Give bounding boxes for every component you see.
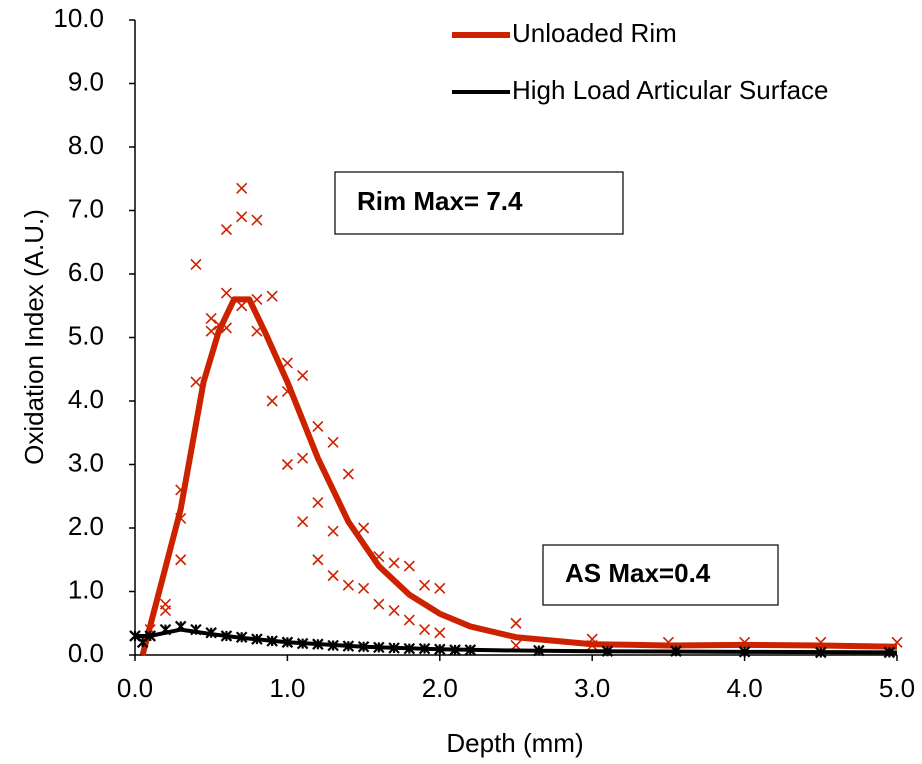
scatter-marker xyxy=(159,604,172,617)
x-tick-label: 5.0 xyxy=(879,673,915,703)
scatter-marker xyxy=(297,370,309,382)
y-tick-label: 4.0 xyxy=(68,384,104,414)
scatter-marker xyxy=(403,614,415,626)
scatter-marker xyxy=(236,211,248,223)
scatter-marker xyxy=(281,357,293,369)
x-tick-label: 2.0 xyxy=(422,673,458,703)
x-tick-label: 3.0 xyxy=(574,673,610,703)
scatter-marker xyxy=(236,300,248,312)
y-tick-label: 9.0 xyxy=(68,66,104,96)
scatter-marker xyxy=(434,582,446,594)
scatter-marker xyxy=(205,312,217,325)
scatter-marker xyxy=(327,570,339,582)
y-tick-label: 3.0 xyxy=(68,447,104,477)
scatter-marker xyxy=(327,525,339,537)
scatter-marker xyxy=(281,458,293,471)
series-line xyxy=(139,296,898,656)
scatter-marker xyxy=(342,468,354,480)
scatter-marker xyxy=(418,579,431,591)
legend-label: Unloaded Rim xyxy=(512,18,677,48)
scatter-marker xyxy=(266,395,278,407)
scatter-marker xyxy=(190,258,202,271)
y-tick-label: 7.0 xyxy=(68,193,104,223)
scatter-marker xyxy=(388,604,400,617)
annotation: Rim Max= 7.4 xyxy=(357,186,523,216)
scatter-marker xyxy=(510,617,522,629)
scatter-marker xyxy=(236,182,248,194)
x-axis-label: Depth (mm) xyxy=(446,728,583,758)
scatter-marker xyxy=(373,598,385,610)
y-axis-label: Oxidation Index (A.U.) xyxy=(19,209,49,465)
scatter-marker xyxy=(358,582,370,594)
scatter-marker xyxy=(266,290,278,302)
scatter-marker xyxy=(175,554,187,566)
scatter-marker xyxy=(297,452,309,464)
scatter-marker xyxy=(205,325,217,337)
scatter-marker xyxy=(312,497,324,509)
annotation-box xyxy=(542,544,779,606)
scatter-marker xyxy=(220,223,233,236)
x-tick-label: 0.0 xyxy=(117,673,153,703)
scatter-marker xyxy=(297,516,309,528)
y-tick-label: 10.0 xyxy=(53,3,104,33)
annotation-box xyxy=(334,171,624,235)
y-tick-label: 6.0 xyxy=(68,257,104,287)
x-tick-label: 4.0 xyxy=(727,673,763,703)
y-tick-label: 1.0 xyxy=(68,574,104,604)
scatter-marker xyxy=(418,624,431,636)
annotation: AS Max=0.4 xyxy=(565,558,711,588)
y-tick-label: 0.0 xyxy=(68,638,104,668)
legend-label: High Load Articular Surface xyxy=(512,75,829,105)
y-tick-label: 2.0 xyxy=(68,511,104,541)
scatter-marker xyxy=(251,214,263,226)
scatter-marker xyxy=(312,420,324,432)
scatter-marker xyxy=(220,287,233,299)
scatter-marker xyxy=(388,557,400,569)
y-tick-label: 8.0 xyxy=(68,130,104,160)
x-tick-label: 1.0 xyxy=(269,673,305,703)
scatter-marker xyxy=(342,579,354,591)
scatter-marker xyxy=(358,522,370,534)
scatter-marker xyxy=(327,436,339,448)
scatter-marker xyxy=(434,627,446,639)
scatter-marker xyxy=(190,376,202,388)
series-line xyxy=(135,627,898,655)
scatter-marker xyxy=(403,560,415,572)
scatter-marker xyxy=(312,554,324,566)
y-tick-label: 5.0 xyxy=(68,320,104,350)
